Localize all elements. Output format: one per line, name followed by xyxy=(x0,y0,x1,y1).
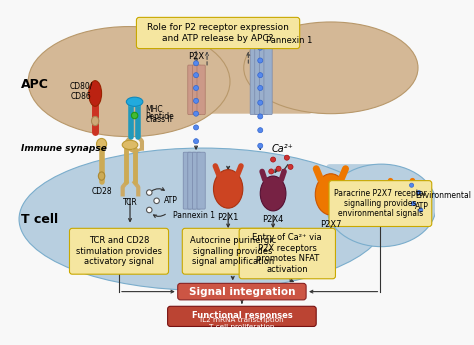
Ellipse shape xyxy=(131,112,138,119)
Text: Peptide: Peptide xyxy=(146,112,174,121)
FancyBboxPatch shape xyxy=(183,152,191,209)
Ellipse shape xyxy=(411,201,416,206)
Ellipse shape xyxy=(193,98,199,104)
Text: CD80/
CD86: CD80/ CD86 xyxy=(70,81,93,101)
Text: T cell: T cell xyxy=(21,213,58,226)
FancyBboxPatch shape xyxy=(188,65,196,115)
Text: P2X: P2X xyxy=(188,52,204,61)
FancyBboxPatch shape xyxy=(197,152,205,209)
Text: TCR and CD28
stimulation provides
activatory signal: TCR and CD28 stimulation provides activa… xyxy=(76,236,162,266)
Ellipse shape xyxy=(288,164,293,169)
Text: Ca²⁺: Ca²⁺ xyxy=(272,144,293,154)
FancyBboxPatch shape xyxy=(182,228,283,274)
FancyBboxPatch shape xyxy=(329,181,432,227)
Text: Immune synapse: Immune synapse xyxy=(21,144,107,153)
Ellipse shape xyxy=(19,148,386,290)
FancyBboxPatch shape xyxy=(192,152,201,209)
Text: MHC
class II: MHC class II xyxy=(146,105,172,124)
Ellipse shape xyxy=(258,45,263,50)
FancyBboxPatch shape xyxy=(239,228,336,279)
Text: Pannexin 1: Pannexin 1 xyxy=(266,36,312,45)
Ellipse shape xyxy=(258,73,263,78)
Ellipse shape xyxy=(244,22,418,114)
FancyBboxPatch shape xyxy=(255,47,263,115)
Ellipse shape xyxy=(315,174,346,215)
Ellipse shape xyxy=(193,86,199,90)
Ellipse shape xyxy=(258,58,263,63)
Ellipse shape xyxy=(146,190,152,195)
Ellipse shape xyxy=(91,116,99,126)
Text: Signal integration: Signal integration xyxy=(189,287,295,297)
Ellipse shape xyxy=(258,114,263,119)
Text: Role for P2 receptor expression
and ATP release by APC?: Role for P2 receptor expression and ATP … xyxy=(147,23,289,43)
Ellipse shape xyxy=(193,125,199,130)
Ellipse shape xyxy=(146,207,152,213)
Ellipse shape xyxy=(89,81,101,106)
Text: ATP: ATP xyxy=(164,196,178,205)
Text: Paracrine P2X7 receptor
signalling provides
environmental signals: Paracrine P2X7 receptor signalling provi… xyxy=(334,189,427,218)
FancyBboxPatch shape xyxy=(259,47,268,115)
Text: IL2 mRNA transcription
T cell proliferation: IL2 mRNA transcription T cell proliferat… xyxy=(200,317,284,330)
FancyBboxPatch shape xyxy=(192,65,201,115)
Ellipse shape xyxy=(193,111,199,116)
Ellipse shape xyxy=(258,86,263,90)
Text: P2X4: P2X4 xyxy=(263,215,284,224)
Text: P2X7: P2X7 xyxy=(320,220,342,229)
Ellipse shape xyxy=(99,172,105,180)
Ellipse shape xyxy=(213,170,243,208)
FancyBboxPatch shape xyxy=(264,47,272,115)
Text: CD28: CD28 xyxy=(91,187,112,196)
FancyBboxPatch shape xyxy=(197,65,205,115)
Text: Functional responses: Functional responses xyxy=(191,311,292,320)
Ellipse shape xyxy=(410,183,414,187)
Ellipse shape xyxy=(122,140,138,149)
Ellipse shape xyxy=(28,27,230,137)
Ellipse shape xyxy=(97,138,107,149)
Ellipse shape xyxy=(193,61,199,66)
Ellipse shape xyxy=(258,143,263,148)
Ellipse shape xyxy=(390,185,413,217)
FancyBboxPatch shape xyxy=(70,228,169,274)
Ellipse shape xyxy=(260,176,286,211)
Text: Autocrine purinergic
signalling provides
signal amplification: Autocrine purinergic signalling provides… xyxy=(190,236,276,266)
Ellipse shape xyxy=(326,164,437,247)
Text: Environmental
ATP: Environmental ATP xyxy=(415,191,471,210)
FancyBboxPatch shape xyxy=(188,152,196,209)
FancyBboxPatch shape xyxy=(326,164,391,228)
Ellipse shape xyxy=(284,155,289,160)
Ellipse shape xyxy=(271,157,275,162)
Ellipse shape xyxy=(154,198,159,204)
Text: Pannexin 1: Pannexin 1 xyxy=(173,211,215,220)
Ellipse shape xyxy=(419,208,423,212)
FancyBboxPatch shape xyxy=(137,17,300,49)
Ellipse shape xyxy=(276,166,281,171)
FancyBboxPatch shape xyxy=(184,31,312,114)
Ellipse shape xyxy=(193,73,199,78)
Ellipse shape xyxy=(193,139,199,144)
Ellipse shape xyxy=(269,169,274,174)
Text: APC: APC xyxy=(21,78,49,91)
Text: P2X1: P2X1 xyxy=(218,213,239,222)
FancyBboxPatch shape xyxy=(178,283,306,300)
Ellipse shape xyxy=(258,100,263,105)
Text: TCR: TCR xyxy=(123,198,137,207)
Text: Entry of Ca²⁺ via
P2X receptors
promotes NFAT
activation: Entry of Ca²⁺ via P2X receptors promotes… xyxy=(253,234,322,274)
Ellipse shape xyxy=(417,190,421,195)
FancyBboxPatch shape xyxy=(168,306,316,326)
Ellipse shape xyxy=(127,97,143,106)
Ellipse shape xyxy=(258,128,263,133)
FancyBboxPatch shape xyxy=(250,47,258,115)
